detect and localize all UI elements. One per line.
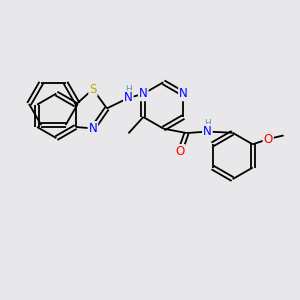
Text: H: H (125, 85, 132, 94)
Text: O: O (263, 133, 273, 146)
Text: N: N (124, 92, 133, 104)
Text: N: N (179, 87, 188, 100)
Text: H: H (205, 119, 211, 128)
Text: N: N (88, 122, 97, 135)
Text: S: S (89, 83, 97, 96)
Text: O: O (176, 145, 184, 158)
Text: N: N (139, 87, 148, 100)
Text: N: N (203, 125, 212, 138)
